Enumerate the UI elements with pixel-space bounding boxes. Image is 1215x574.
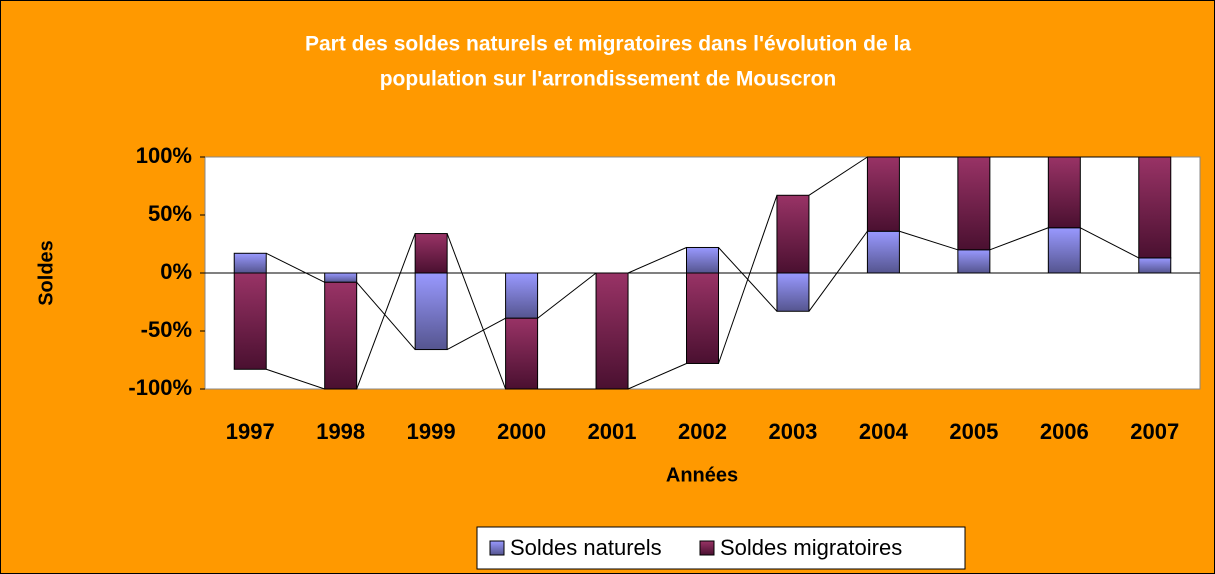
x-tick-label: 1999 bbox=[407, 419, 456, 444]
series-line bbox=[989, 227, 1049, 251]
x-tick-label: 2004 bbox=[859, 419, 909, 444]
bar bbox=[233, 252, 267, 274]
series-line bbox=[627, 247, 687, 274]
bar bbox=[595, 272, 629, 390]
series-line bbox=[808, 156, 868, 196]
y-axis-label: Soldes bbox=[35, 240, 57, 306]
series-line bbox=[627, 363, 687, 390]
series-line bbox=[356, 281, 416, 350]
series-line bbox=[446, 317, 506, 351]
series-line bbox=[899, 230, 959, 251]
x-axis-label: Années bbox=[666, 464, 738, 486]
chart-title: Part des soldes naturels et migratoires … bbox=[305, 33, 911, 56]
chart-title: population sur l'arrondissement de Mousc… bbox=[380, 68, 837, 91]
x-tick-label: 2000 bbox=[497, 419, 546, 444]
y-tick-label: 50% bbox=[148, 201, 192, 226]
y-tick-label: 100% bbox=[136, 143, 192, 168]
bar bbox=[505, 317, 539, 390]
y-tick-label: 0% bbox=[160, 259, 192, 284]
bar bbox=[776, 272, 810, 312]
bar bbox=[1138, 156, 1172, 259]
bar bbox=[1047, 227, 1081, 274]
bar bbox=[414, 233, 448, 274]
bar bbox=[957, 249, 991, 274]
y-tick-label: -50% bbox=[141, 317, 192, 342]
legend bbox=[476, 526, 966, 570]
series-line bbox=[356, 233, 416, 390]
x-tick-label: 2007 bbox=[1130, 419, 1179, 444]
bar bbox=[1138, 257, 1172, 274]
series-line bbox=[446, 233, 507, 390]
series-line bbox=[266, 252, 325, 283]
bar bbox=[686, 272, 719, 364]
legend-swatch bbox=[489, 540, 505, 556]
legend-swatch bbox=[699, 540, 715, 556]
x-tick-label: 2006 bbox=[1040, 419, 1089, 444]
x-tick-label: 2005 bbox=[949, 419, 998, 444]
y-tick-label: -100% bbox=[128, 375, 192, 400]
x-tick-label: 2002 bbox=[678, 419, 727, 444]
bar bbox=[414, 272, 448, 351]
bar bbox=[324, 272, 358, 283]
series-line bbox=[718, 195, 778, 364]
series-line bbox=[1080, 227, 1140, 259]
series-line bbox=[266, 368, 325, 390]
x-tick-label: 2003 bbox=[768, 419, 817, 444]
bar bbox=[686, 246, 719, 274]
x-tick-label: 1998 bbox=[316, 419, 365, 444]
bar bbox=[957, 156, 991, 251]
series-line bbox=[537, 272, 597, 319]
bar bbox=[1047, 156, 1081, 229]
x-tick-label: 2001 bbox=[588, 419, 637, 444]
legend-label: Soldes naturels bbox=[510, 535, 662, 560]
bar bbox=[776, 194, 810, 274]
bar bbox=[324, 281, 358, 390]
legend-label: Soldes migratoires bbox=[720, 535, 902, 560]
bar bbox=[866, 156, 900, 232]
bar bbox=[505, 272, 539, 319]
bar bbox=[233, 272, 267, 370]
x-tick-label: 1997 bbox=[226, 419, 275, 444]
series-line bbox=[808, 230, 868, 312]
bar bbox=[866, 230, 900, 274]
